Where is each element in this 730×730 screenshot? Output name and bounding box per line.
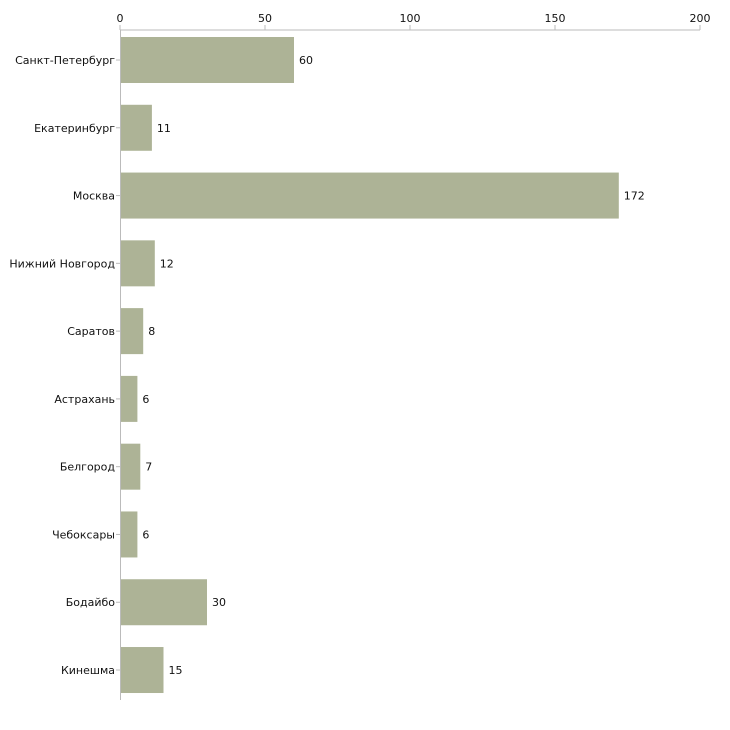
bar [120,308,144,355]
x-tick-label: 0 [117,12,124,25]
category-label: Нижний Новгород [9,257,115,270]
bar [120,443,141,490]
data-label: 6 [142,528,149,541]
category-label: Санкт-Петербург [15,54,115,67]
bar [120,172,619,219]
category-label: Бодайбо [66,596,116,609]
bar [120,579,207,626]
category-label: Саратов [67,325,115,338]
bar [120,511,138,558]
x-tick-label: 50 [258,12,272,25]
data-label: 8 [148,325,155,338]
bar [120,240,155,287]
bars-group: 60 11 172 12 8 6 7 6 30 15 [120,37,645,694]
category-label: Москва [73,190,115,203]
x-tick-label: 200 [690,12,711,25]
data-label: 15 [169,664,183,677]
data-label: 172 [624,190,645,203]
category-label: Астрахань [54,393,115,406]
data-label: 30 [212,596,226,609]
category-label: Екатеринбург [34,122,115,135]
data-label: 11 [157,122,171,135]
bar [120,375,138,422]
x-tick-label: 100 [400,12,421,25]
category-label: Белгород [60,461,116,474]
bar [120,104,152,151]
x-tick-label: 150 [545,12,566,25]
data-label: 60 [299,54,313,67]
data-label: 6 [142,393,149,406]
category-label: Чебоксары [52,528,115,541]
x-axis-ticks: 0 50 100 150 200 [117,12,711,30]
data-label: 12 [160,257,174,270]
bar [120,37,294,83]
bar [120,647,164,694]
axes-group: Санкт-Петербург Екатеринбург Москва Нижний … [9,29,700,700]
category-label: Кинешма [61,664,115,677]
data-label: 7 [145,461,152,474]
